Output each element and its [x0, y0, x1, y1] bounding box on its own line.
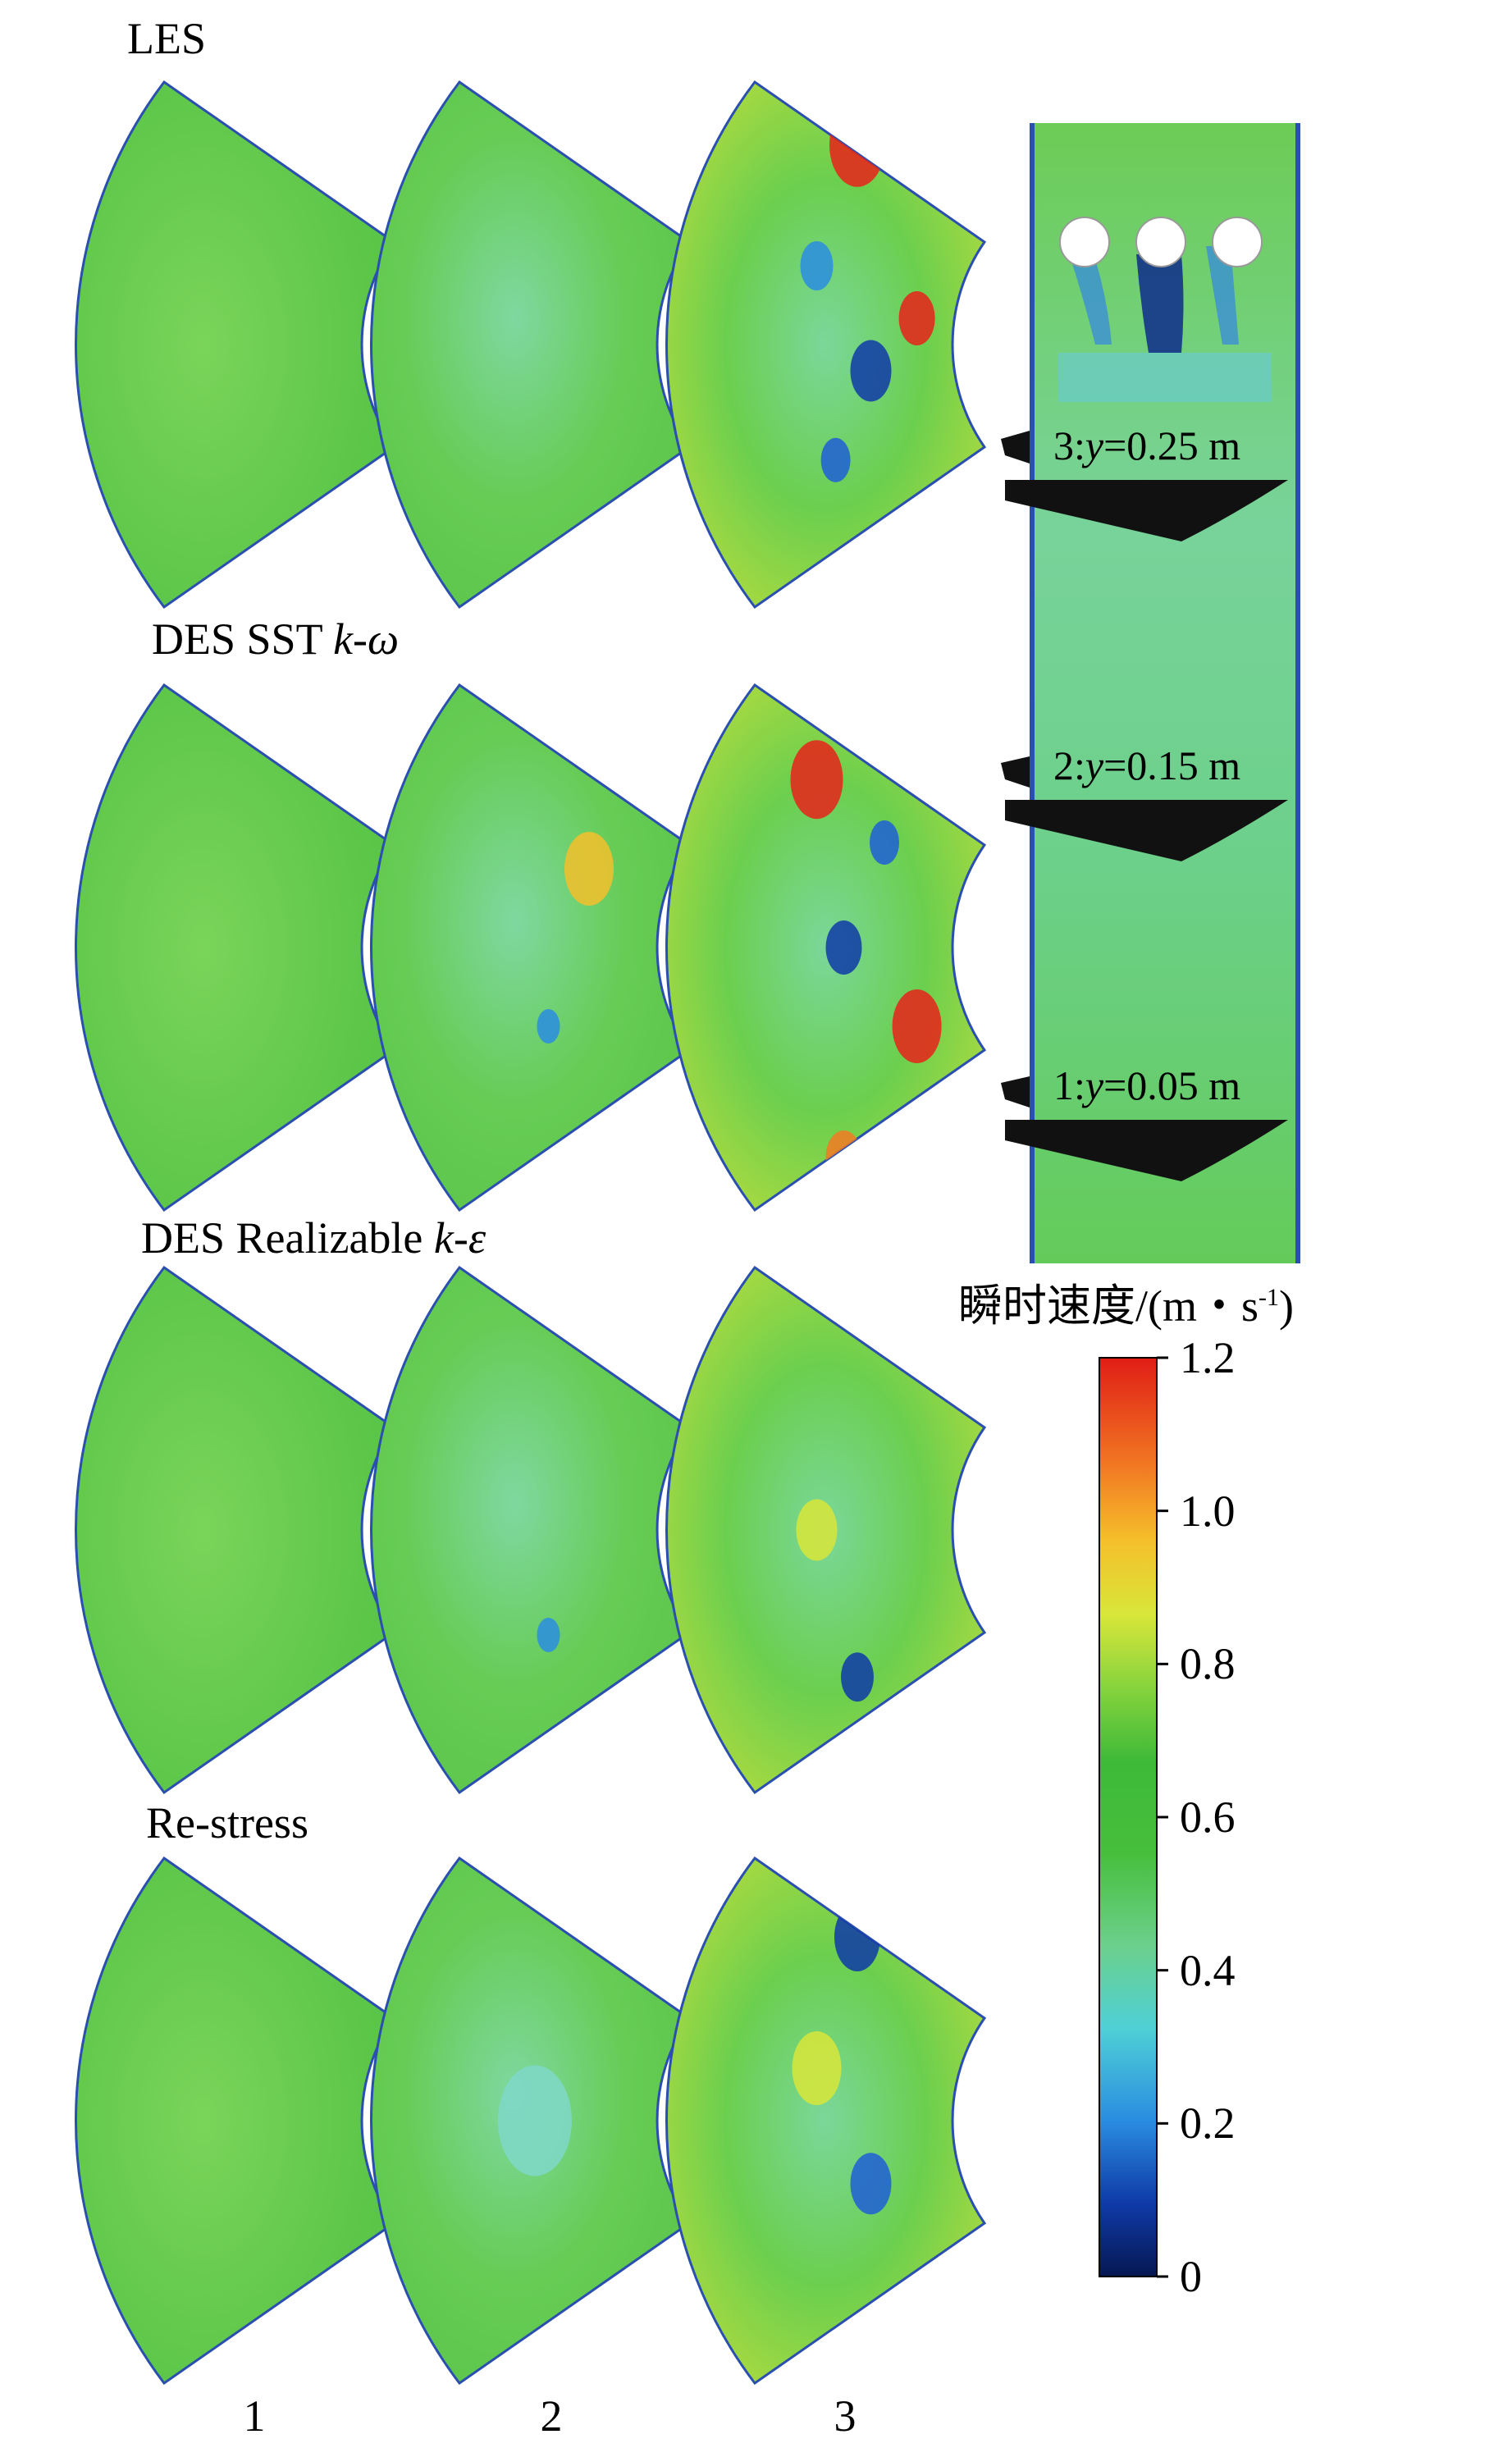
colorbar-title: 瞬时速度/(m・s-1) — [958, 1281, 1294, 1331]
row-title-des-realizable: DES Realizable k-ε — [141, 1213, 486, 1263]
cross-section-r2-c3 — [665, 683, 987, 1213]
cross-section-r2-c2 — [369, 683, 692, 1213]
cross-section-r1-c1 — [74, 80, 396, 610]
tube-1 — [1059, 217, 1110, 267]
side-view-panel: 3:y=0.25 m 2:y=0.15 m 1:y=0.05 m — [1001, 123, 1300, 1263]
cross-section-r4-c1 — [74, 1856, 396, 2386]
plane-label-2: 2:y=0.15 m — [1053, 742, 1240, 788]
impeller-blade-2 — [1001, 756, 1288, 861]
column-label-2: 2 — [540, 2391, 563, 2441]
row-title-les: LES — [127, 14, 207, 63]
cross-section-grid — [74, 80, 987, 2386]
colorbar-tick-label: 0.4 — [1180, 1945, 1236, 1995]
impeller-blade-3 — [1001, 431, 1288, 541]
colorbar-gradient — [1099, 1358, 1157, 2277]
impeller-blade-1 — [1001, 1076, 1288, 1181]
row-title-des-sst: DES SST k-ω — [152, 614, 400, 664]
jet-region — [1058, 246, 1272, 402]
colorbar-tick-label: 1.0 — [1180, 1486, 1236, 1536]
cross-section-r4-c3 — [665, 1856, 987, 2386]
colorbar-tick-label: 0.2 — [1180, 2099, 1236, 2149]
cross-section-r1-c3 — [665, 80, 987, 610]
cross-section-r1-c2 — [369, 80, 692, 610]
cross-section-r3-c1 — [74, 1265, 396, 1795]
cross-section-r3-c2 — [369, 1265, 692, 1795]
tube-3 — [1212, 217, 1263, 267]
plane-label-1: 1:y=0.05 m — [1053, 1062, 1240, 1108]
colorbar-tick-label: 0.8 — [1180, 1639, 1236, 1689]
row-title-re-stress: Re-stress — [146, 1798, 308, 1847]
tube-2 — [1135, 217, 1186, 267]
cross-section-r3-c3 — [665, 1265, 987, 1795]
colorbar — [1099, 1356, 1168, 2278]
cross-section-r4-c2 — [369, 1856, 692, 2386]
colorbar-tick-label: 0.6 — [1180, 1793, 1236, 1842]
column-label-1: 1 — [243, 2391, 266, 2441]
colorbar-tick-label: 1.2 — [1180, 1333, 1236, 1382]
cross-section-r2-c1 — [74, 683, 396, 1213]
column-label-3: 3 — [834, 2391, 856, 2441]
colorbar-tick-label: 0 — [1180, 2252, 1202, 2301]
plane-label-3: 3:y=0.25 m — [1053, 422, 1240, 468]
